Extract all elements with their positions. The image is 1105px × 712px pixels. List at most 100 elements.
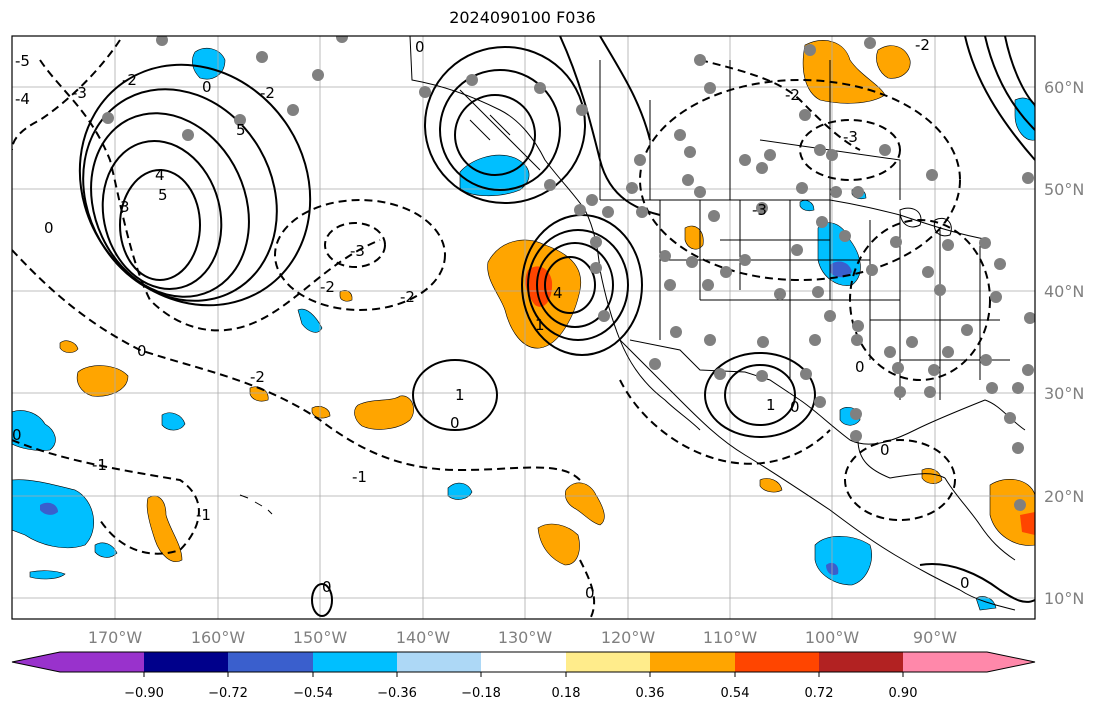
contour-label: -2 <box>260 84 275 102</box>
contour-negative <box>12 439 200 555</box>
colorbar-segment <box>397 652 481 672</box>
contour-negative <box>699 59 861 151</box>
contour-label: -2 <box>915 36 930 54</box>
great-lakes <box>899 207 952 237</box>
central-america <box>944 477 1016 611</box>
contour-label: 5 <box>158 186 168 204</box>
colorbar-tick-label: 0.36 <box>636 686 665 701</box>
colorbar-tick-label: −0.36 <box>377 686 417 701</box>
contour-label: 5 <box>236 121 246 139</box>
colorbar-outline <box>11 651 1036 673</box>
strong-negative-anomaly-region <box>830 261 852 278</box>
longitude-label: 110°W <box>703 628 758 647</box>
contour-label: 0 <box>415 38 425 56</box>
negative-anomaly-region <box>447 482 473 500</box>
station-dots <box>102 36 1035 511</box>
contour-label: 1 <box>455 386 465 404</box>
contour-positive <box>311 583 333 617</box>
contour-positive <box>704 352 816 438</box>
negative-anomaly-region <box>29 570 66 580</box>
coastlines-and-borders <box>239 36 1026 611</box>
longitude-label: 150°W <box>293 628 348 647</box>
contour-label: -3 <box>752 201 767 219</box>
contour-labels: 5 4 3 5 4 1 1 1 0 0 0 0 0 0 0 0 0 0 0 0 … <box>12 36 970 602</box>
contour-label: 0 <box>12 426 22 444</box>
contour-label: -2 <box>320 278 335 296</box>
contour-negative <box>844 439 956 521</box>
negative-anomaly-region <box>94 542 118 558</box>
positive-anomaly-region <box>684 225 704 250</box>
north-america-pacific-coast <box>409 36 961 591</box>
latitude-label: 10°N <box>1044 589 1084 608</box>
contour-label: 4 <box>155 166 165 184</box>
contour-label: 0 <box>44 219 54 237</box>
contour-label: 0 <box>137 342 147 360</box>
contour-negative <box>849 219 991 381</box>
contour-positive <box>724 364 796 426</box>
contour-label: 0 <box>450 414 460 432</box>
colorbar-tick-label: 0.18 <box>552 686 581 701</box>
strong-positive-anomaly-region <box>1020 512 1035 535</box>
plot-border <box>11 35 1036 620</box>
contour-positive <box>119 169 201 281</box>
colorbar-ticks <box>143 672 904 677</box>
contour-negative <box>579 559 596 619</box>
contour-label: 3 <box>120 198 130 216</box>
colorbar-tick-label: 0.72 <box>805 686 834 701</box>
shaded-anomaly-fields <box>12 40 1035 611</box>
longitude-axis: 170°W 160°W 150°W 140°W 130°W 120°W 110°… <box>88 628 957 647</box>
contour-label: 1 <box>535 316 545 334</box>
contour-positive <box>101 140 223 290</box>
contour-negative <box>324 222 386 268</box>
contour-positive <box>412 359 498 431</box>
contour-label: -1 <box>196 506 211 524</box>
colorbar-tick-label: 0.54 <box>721 686 750 701</box>
latitude-label: 30°N <box>1044 384 1084 403</box>
negative-anomaly-region <box>297 308 323 333</box>
map-content: 5 4 3 5 4 1 1 1 0 0 0 0 0 0 0 0 0 0 0 0 … <box>12 36 1035 619</box>
contour-positive <box>599 36 651 141</box>
map-title: 2024090100 F036 <box>449 8 596 27</box>
contour-positive <box>1004 36 1035 106</box>
positive-anomaly-region <box>564 482 605 526</box>
negative-anomaly-region <box>161 412 186 431</box>
strong-negative-anomaly-region <box>40 502 58 515</box>
latitude-label: 40°N <box>1044 282 1084 301</box>
canada-province-lines <box>599 60 901 200</box>
contour-label: 0 <box>322 578 332 596</box>
colorbar-extend-high <box>987 652 1035 672</box>
contour-negative <box>619 379 831 465</box>
contour-positive <box>454 94 536 176</box>
baja-california <box>619 339 701 431</box>
positive-anomaly-region <box>59 340 79 353</box>
contour-label: 0 <box>585 584 595 602</box>
contour-negative <box>274 199 446 311</box>
colorbar-labels: −0.90 −0.72 −0.54 −0.36 −0.18 0.18 0.36 … <box>124 686 917 701</box>
colorbar-tick-label: −0.18 <box>461 686 501 701</box>
contour-label: -1 <box>352 468 367 486</box>
contour-label: -5 <box>15 52 30 70</box>
contour-label: 0 <box>202 78 212 96</box>
colorbar-segment <box>60 652 144 672</box>
contour-positive <box>559 36 661 216</box>
colorbar-tick-label: −0.54 <box>293 686 333 701</box>
contour-label: -3 <box>72 84 87 102</box>
us-state-lines <box>659 200 1010 400</box>
positive-anomaly-region <box>759 478 783 493</box>
longitude-label: 170°W <box>88 628 143 647</box>
contour-label: -2 <box>785 86 800 104</box>
gulf-of-mexico-coast <box>799 399 1026 479</box>
contour-positive <box>964 36 1035 161</box>
contour-label: -1 <box>92 456 107 474</box>
contour-label: -2 <box>122 71 137 89</box>
contour-label: -3 <box>350 242 365 260</box>
colorbar-tick-label: −0.90 <box>124 686 164 701</box>
colorbar-extend-low <box>12 652 60 672</box>
longitude-label: 120°W <box>601 628 656 647</box>
positive-anomaly-region <box>146 495 183 562</box>
contour-label: -2 <box>400 288 415 306</box>
contour-negative <box>12 39 121 151</box>
latitude-label: 60°N <box>1044 78 1084 97</box>
positive-anomaly-region <box>876 45 911 79</box>
